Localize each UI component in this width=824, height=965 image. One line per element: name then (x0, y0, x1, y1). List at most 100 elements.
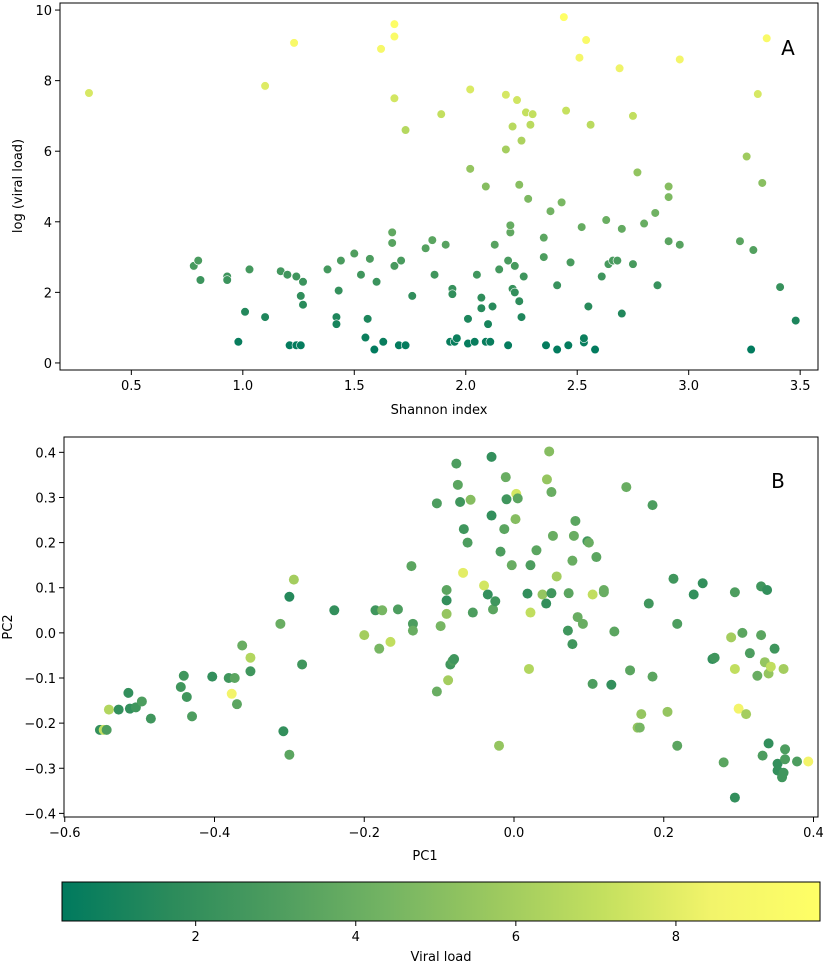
panel-b-point (486, 510, 497, 521)
panel-b-point (101, 724, 112, 735)
panel-a-point (244, 264, 255, 275)
panel-b-point (377, 605, 388, 616)
panel-a-point (559, 12, 569, 22)
panel-b-point (443, 675, 454, 686)
panel-b-point (572, 612, 583, 623)
panel-a-point (579, 333, 589, 343)
panel-b-point (634, 722, 645, 733)
panel-b-point (226, 688, 237, 699)
panel-b-point (598, 584, 609, 595)
panel-b-point (733, 703, 744, 714)
panel-a-point (791, 315, 801, 326)
panel-a-point (452, 333, 462, 343)
panel-b-point (568, 530, 579, 541)
panel-a-point (291, 271, 301, 282)
panel-b-point (583, 537, 594, 548)
panel-a-point (742, 151, 752, 162)
panel-a-y-tick-label: 2 (44, 286, 52, 301)
panel-b-point (744, 648, 755, 659)
panel-a-point (400, 125, 411, 135)
panel-b-point (175, 682, 186, 693)
panel-b-point (178, 670, 189, 681)
panel-b-point (245, 652, 256, 663)
panel-b-point (803, 756, 814, 767)
panel-b-point (643, 598, 654, 609)
panel-b-point (512, 493, 523, 504)
panel-a-point (407, 291, 417, 301)
panel-b-point (374, 643, 385, 654)
panel-b-point (780, 744, 791, 755)
panel-b-point (392, 604, 403, 615)
panel-a-x-tick-label: 2.0 (455, 379, 476, 394)
panel-b-point (647, 671, 658, 682)
panel-a-point (541, 340, 551, 350)
panel-a-point (240, 307, 250, 317)
panel-a-point (612, 256, 622, 266)
panel-b-point (546, 487, 557, 498)
panel-b: −0.6 −0.4 −0.2 0.0 0.2 0.4 −0.4 −0.3 −0.2 −0.1 0.… (1, 436, 824, 864)
panel-a-point (525, 120, 536, 130)
panel-a-point (650, 208, 660, 218)
panel-a-point (465, 164, 475, 174)
panel-b-point (688, 589, 699, 600)
panel-b-y-axis-label: PC2 (1, 614, 16, 639)
panel-a-x-tick-label: 2.5 (567, 379, 588, 394)
panel-a-point (260, 81, 270, 91)
panel-b-point (441, 608, 452, 619)
panel-a-point (514, 296, 524, 306)
panel-b-point (525, 607, 536, 618)
panel-b-points (94, 446, 814, 803)
panel-b-point (275, 618, 286, 629)
panel-a-x-ticks: 0.5 1.0 1.5 2.0 2.5 3.0 3.5 (121, 370, 811, 394)
panel-a-x-tick-label: 3.5 (790, 379, 811, 394)
panel-a-label: A (781, 36, 795, 60)
panel-a-point (476, 293, 486, 303)
panel-a-point (512, 95, 522, 105)
panel-a-y-ticks: 0 2 4 6 8 10 (35, 4, 60, 372)
panel-a-points (84, 12, 801, 355)
colorbar-tick-label: 4 (352, 930, 360, 945)
panel-a-point (503, 256, 513, 266)
panel-b-point (567, 639, 578, 650)
panel-b-x-tick-label: −0.4 (199, 826, 231, 841)
panel-b-point (546, 588, 557, 599)
panel-b-point (465, 494, 476, 505)
panel-a-point (436, 109, 446, 119)
panel-a-point (369, 344, 379, 355)
panel-a-point (360, 332, 371, 343)
panel-a-point (561, 106, 571, 116)
panel-b-x-tick-label: 0.4 (803, 826, 824, 841)
panel-b-point (435, 621, 446, 632)
panel-b-point (726, 632, 737, 643)
panel-b-y-tick-label: 0.0 (35, 627, 56, 642)
panel-b-y-tick-label: 0.4 (35, 446, 56, 461)
panel-b-point (449, 654, 460, 665)
panel-b-point (769, 643, 780, 654)
panel-a-point (507, 121, 518, 132)
panel-a-point (336, 256, 346, 266)
panel-b-point (587, 678, 598, 689)
panel-b-y-tick-label: −0.3 (24, 762, 56, 777)
panel-a-point (632, 167, 643, 177)
panel-b-point (709, 652, 720, 663)
panel-a-point (552, 280, 562, 290)
colorbar-label: Viral load (410, 950, 471, 965)
panel-a-point (675, 240, 685, 250)
panel-a-point (628, 111, 638, 121)
panel-a-point (389, 261, 400, 271)
panel-b-point (284, 591, 295, 602)
panel-b-point (778, 663, 789, 674)
panel-b-point (672, 618, 683, 629)
panel-b-y-ticks: −0.4 −0.3 −0.2 −0.1 0.0 0.1 0.2 0.3 0.4 (24, 446, 64, 822)
panel-a-point (421, 243, 431, 253)
panel-b-point (729, 587, 740, 598)
panel-a-point (363, 314, 373, 324)
panel-b-point (522, 588, 533, 599)
panel-b-point (103, 704, 114, 715)
panel-b-point (467, 607, 478, 618)
panel-a-point (539, 233, 549, 243)
panel-b-point (792, 756, 803, 767)
panel-a-point (260, 312, 270, 322)
panel-b-frame (63, 436, 819, 818)
panel-a-point (664, 181, 674, 192)
